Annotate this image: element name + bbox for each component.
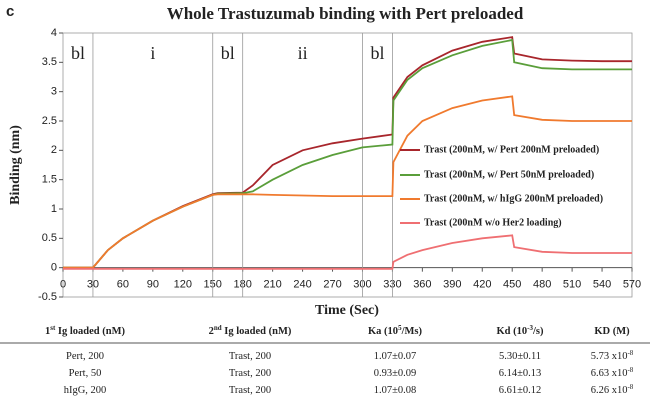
x-tick-label: 570	[623, 279, 641, 291]
x-tick-label: 210	[263, 279, 281, 291]
x-tick-label: 540	[593, 279, 611, 291]
phase-label: bl	[71, 43, 85, 63]
table-cell: 1.07±0.08	[374, 385, 417, 396]
table-header-text: Ig loaded (nM)	[55, 326, 125, 337]
x-tick-label: 270	[323, 279, 341, 291]
table-cell-text: hIgG, 200	[64, 385, 107, 396]
y-tick-label: 3	[51, 86, 57, 98]
table-cell-text: 1.07±0.08	[374, 385, 417, 396]
y-tick-label: 3.5	[42, 56, 57, 68]
phase-label: ii	[298, 43, 308, 63]
table-header-text: /s)	[532, 326, 544, 337]
y-axis-title: Binding (nm)	[8, 125, 23, 205]
table-header-text: 1	[45, 326, 50, 337]
y-tick-label: 0	[51, 262, 57, 274]
x-tick-label: 510	[563, 279, 581, 291]
table-cell-text: 6.26 x10	[591, 385, 628, 396]
x-tick-label: 60	[117, 279, 129, 291]
phase-label: i	[150, 43, 155, 63]
phase-label: bl	[221, 43, 235, 63]
y-tick-label: 1.5	[42, 174, 57, 186]
y-tick-label: 2.5	[42, 115, 57, 127]
x-axis-title: Time (Sec)	[315, 303, 379, 318]
table-cell: Pert, 50	[69, 368, 102, 379]
plot-frame	[62, 32, 633, 298]
table-header-sup: nd	[214, 324, 222, 332]
x-tick-label: 450	[503, 279, 521, 291]
table-cell: 6.26 x10-8	[591, 383, 634, 397]
table-header-text: 2	[209, 326, 214, 337]
table-cell-text: 1.07±0.07	[374, 351, 417, 362]
table-cell-text: 6.14±0.13	[499, 368, 542, 379]
table-cell: 1.07±0.07	[374, 351, 417, 362]
table-cell: 6.63 x10-8	[591, 366, 634, 380]
series-line	[63, 95, 632, 269]
x-tick-label: 0	[60, 279, 66, 291]
table-cell-text: Trast, 200	[229, 385, 271, 396]
table-header-sup: st	[50, 324, 56, 332]
table-cell-sup: -8	[627, 383, 633, 391]
y-tick-label: -0.5	[38, 291, 57, 303]
table-header-text: Kd (10	[497, 326, 528, 337]
table-cell-text: 5.73 x10	[591, 351, 628, 362]
y-tick-label: 0.5	[42, 232, 57, 244]
table-cell-text: Pert, 50	[69, 368, 102, 379]
table-cell-text: Trast, 200	[229, 368, 271, 379]
table-header-text: /Ms)	[401, 326, 423, 337]
table-cell-text: Trast, 200	[229, 351, 271, 362]
y-tick-label: 1	[51, 203, 57, 215]
x-tick-label: 420	[473, 279, 491, 291]
table-header-text: KD (M)	[594, 326, 630, 337]
legend-label: Trast (200nM, w/ Pert 50nM preloaded)	[424, 169, 594, 180]
table-header: Kd (10-3/s)	[497, 324, 544, 338]
table-cell: 5.73 x10-8	[591, 349, 634, 363]
table-cell: hIgG, 200	[64, 385, 107, 396]
table-header: 2nd Ig loaded (nM)	[209, 324, 292, 338]
table-header: Ka (105/Ms)	[368, 324, 422, 338]
table-cell: 0.93±0.09	[374, 368, 417, 379]
table-header-text: Ig loaded (nM)	[222, 326, 292, 337]
table-cell-text: 6.61±0.12	[499, 385, 542, 396]
x-tick-label: 480	[533, 279, 551, 291]
x-tick-label: 120	[174, 279, 192, 291]
legend-label: Trast (200nM, w/ hIgG 200nM preloaded)	[424, 193, 603, 204]
table-cell: 6.14±0.13	[499, 368, 542, 379]
legend-label: Trast (200nM w/o Her2 loading)	[424, 217, 562, 228]
x-tick-label: 360	[413, 279, 431, 291]
table-header-sup: 5	[398, 324, 402, 332]
table-cell: Trast, 200	[229, 351, 271, 362]
table-cell: 5.30±0.11	[499, 351, 541, 362]
table-cell-sup: -8	[627, 349, 633, 357]
table-header-sup: -3	[527, 324, 533, 332]
phase-label: bl	[370, 43, 384, 63]
table-header: 1st Ig loaded (nM)	[45, 324, 126, 338]
table-cell-text: 6.63 x10	[591, 368, 628, 379]
table-header: KD (M)	[594, 326, 630, 337]
chart-title: Whole Trastuzumab binding with Pert prel…	[167, 4, 524, 23]
table-header-text: Ka (10	[368, 326, 398, 337]
x-tick-label: 240	[293, 279, 311, 291]
series-line	[63, 234, 632, 270]
table-cell: 6.61±0.12	[499, 385, 542, 396]
panel-label: c	[6, 3, 14, 20]
table-cell: Trast, 200	[229, 368, 271, 379]
legend-label: Trast (200nM, w/ Pert 200nM preloaded)	[424, 144, 599, 155]
table-cell-text: 0.93±0.09	[374, 368, 417, 379]
table-cell-text: 5.30±0.11	[499, 351, 541, 362]
table-cell: Trast, 200	[229, 385, 271, 396]
table-cell-text: Pert, 200	[66, 351, 104, 362]
x-tick-label: 90	[147, 279, 159, 291]
x-tick-label: 390	[443, 279, 461, 291]
y-tick-label: 4	[51, 27, 57, 39]
table-cell-sup: -8	[627, 366, 633, 374]
y-tick-label: 2	[51, 144, 57, 156]
table-cell: Pert, 200	[66, 351, 104, 362]
